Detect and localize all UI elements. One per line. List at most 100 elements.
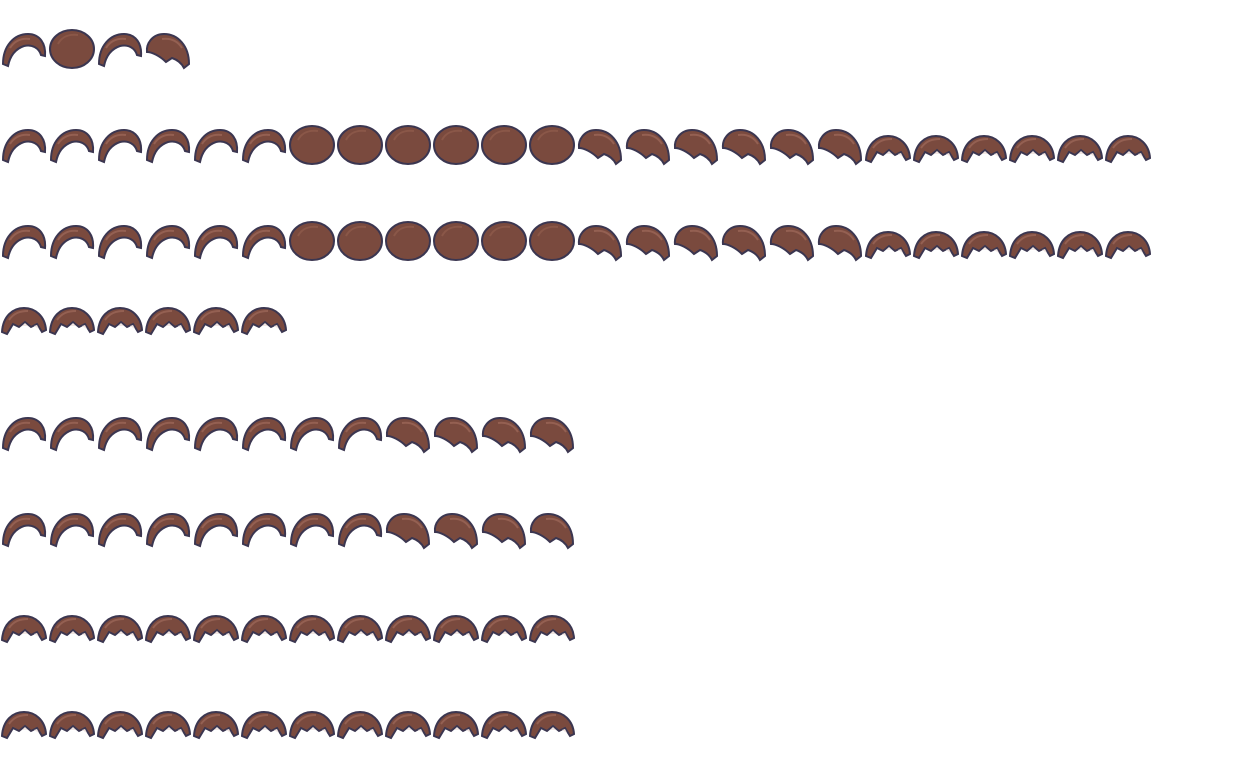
hair-sprite	[97, 615, 143, 643]
hair-sprite	[1105, 135, 1151, 163]
hair-sprite	[529, 125, 575, 165]
hair-sprite	[1009, 135, 1055, 163]
hair-sprite	[146, 129, 191, 163]
hair-sprite	[2, 225, 47, 259]
hair-sprite	[98, 129, 143, 163]
hair-sprite	[242, 129, 287, 163]
hair-sprite	[193, 711, 239, 739]
hair-sprite	[98, 513, 143, 547]
hair-sprite	[289, 615, 335, 643]
hair-sprite	[50, 513, 95, 547]
hair-sprite	[49, 615, 95, 643]
hair-sprite	[961, 231, 1007, 259]
hair-sprite	[241, 307, 287, 335]
hair-sprite	[529, 221, 575, 261]
hair-sprite	[241, 711, 287, 739]
hair-sprite	[1, 307, 47, 335]
hair-sprite	[721, 129, 766, 165]
hair-sprite	[193, 307, 239, 335]
hair-sprite	[481, 711, 527, 739]
hair-sprite	[817, 129, 862, 165]
hair-sprite	[385, 615, 431, 643]
hair-sprite	[1009, 231, 1055, 259]
hair-sprite	[289, 711, 335, 739]
hair-sprite	[98, 225, 143, 259]
hair-sprite	[194, 129, 239, 163]
hair-sprite	[290, 513, 335, 547]
hair-sprite	[145, 711, 191, 739]
hair-sprite	[1105, 231, 1151, 259]
hair-sprite	[193, 615, 239, 643]
hair-sprite	[49, 29, 95, 69]
hair-sprite	[50, 417, 95, 451]
hair-sprite	[145, 307, 191, 335]
hair-sprite	[194, 225, 239, 259]
hair-sprite	[146, 225, 191, 259]
hair-sprite	[337, 125, 383, 165]
hair-sprite	[242, 225, 287, 259]
hair-sprite	[289, 125, 335, 165]
hair-sprite	[50, 225, 95, 259]
hair-sprite	[577, 129, 622, 165]
hair-sprite	[721, 225, 766, 261]
hair-sprite	[194, 417, 239, 451]
hair-sprite	[625, 225, 670, 261]
hair-sprite	[865, 135, 911, 163]
hair-sprite	[529, 513, 574, 549]
hair-sprite	[481, 513, 526, 549]
hair-sprite	[146, 417, 191, 451]
hair-sprite	[337, 711, 383, 739]
hair-sprite	[385, 417, 430, 453]
hair-sprite	[865, 231, 911, 259]
hair-sprite	[529, 711, 575, 739]
hair-sprite	[529, 615, 575, 643]
hair-sprite	[2, 513, 47, 547]
hair-sprite	[2, 129, 47, 163]
hair-sprite	[769, 129, 814, 165]
hair-sprite	[1, 711, 47, 739]
hair-sprite	[49, 307, 95, 335]
hair-sprite	[433, 417, 478, 453]
hair-sprite	[577, 225, 622, 261]
hair-sprite	[385, 513, 430, 549]
hair-sprite	[529, 417, 574, 453]
hair-sprite	[625, 129, 670, 165]
hair-sprite	[145, 33, 190, 69]
hair-sprite	[242, 417, 287, 451]
hair-sprite	[481, 221, 527, 261]
hair-sprite	[433, 513, 478, 549]
hair-sprite	[433, 711, 479, 739]
hair-sprite	[98, 33, 143, 67]
hair-sprite	[385, 711, 431, 739]
hair-sprite	[433, 221, 479, 261]
hair-sprite	[338, 417, 383, 451]
hair-sprite	[2, 33, 47, 67]
hair-sprite	[338, 513, 383, 547]
hair-sprite	[289, 221, 335, 261]
hair-sprite	[97, 711, 143, 739]
hair-sprite	[241, 615, 287, 643]
hair-sprite	[769, 225, 814, 261]
hair-sprite	[481, 125, 527, 165]
hair-sprite	[433, 615, 479, 643]
hair-sprite	[97, 307, 143, 335]
hair-sprite	[817, 225, 862, 261]
hair-sprite	[49, 711, 95, 739]
hair-sprite	[337, 615, 383, 643]
hair-sprite	[194, 513, 239, 547]
hair-sprite	[673, 129, 718, 165]
hair-sprite	[433, 125, 479, 165]
hair-sprite	[98, 417, 143, 451]
hair-sprite	[913, 231, 959, 259]
hair-sprite	[961, 135, 1007, 163]
hair-sprite	[337, 221, 383, 261]
hair-sprite	[1057, 231, 1103, 259]
hair-sprite	[50, 129, 95, 163]
hair-sprite	[481, 417, 526, 453]
hair-sprite	[673, 225, 718, 261]
hair-sprite	[290, 417, 335, 451]
hair-sprite	[481, 615, 527, 643]
hair-sprite	[2, 417, 47, 451]
